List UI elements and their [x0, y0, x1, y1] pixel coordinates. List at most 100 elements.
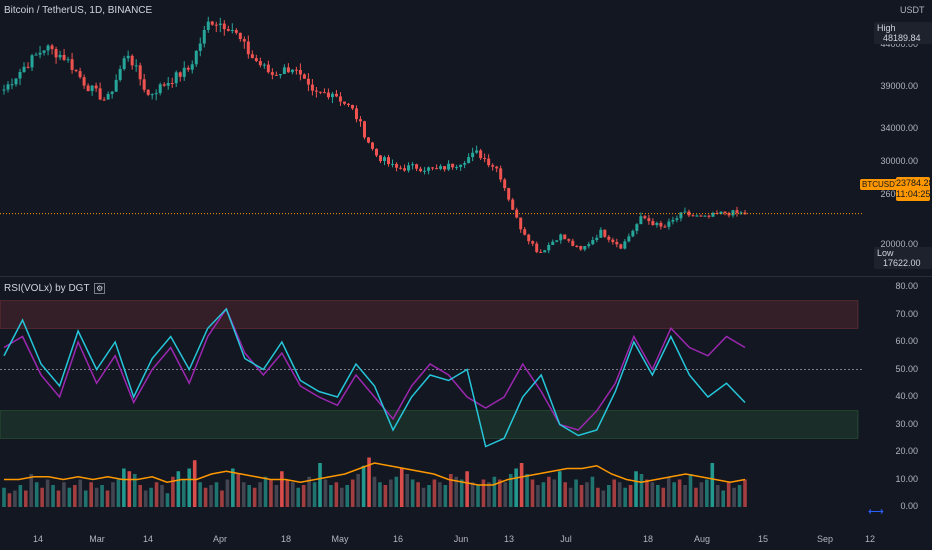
time-axis-label: Sep	[816, 534, 834, 544]
candle-body	[631, 230, 635, 237]
price-axis-label: 20000.00	[880, 239, 918, 250]
candle-body	[467, 157, 471, 164]
candle-body	[114, 79, 118, 92]
candle-body	[419, 168, 423, 172]
candle-body	[723, 211, 727, 213]
candle-body	[443, 166, 447, 170]
volume-bar	[519, 463, 524, 507]
candle-body	[82, 77, 86, 86]
volume-bar	[688, 474, 693, 507]
price-axis-label: 34000.00	[880, 122, 918, 133]
volume-bar	[416, 482, 420, 507]
candle-body	[298, 69, 302, 75]
volume-bar	[699, 482, 704, 507]
candle-body	[62, 54, 66, 60]
candle-body	[707, 215, 711, 217]
volume-bar	[214, 482, 219, 507]
volume-bar	[203, 487, 208, 507]
volume-bar	[443, 485, 448, 507]
volume-bar	[45, 479, 50, 507]
volume-bar	[258, 482, 262, 507]
volume-bar	[62, 482, 66, 507]
candle-body	[94, 85, 98, 89]
candle-body	[475, 150, 479, 153]
candle-body	[683, 211, 687, 213]
volume-bar	[459, 479, 464, 507]
candle-body	[587, 244, 591, 247]
volume-bar	[427, 485, 431, 507]
time-axis-label: Mar	[89, 534, 105, 544]
candle-body	[282, 67, 286, 75]
candle-body	[98, 88, 102, 100]
candle-body	[294, 69, 298, 71]
volume-bar	[312, 482, 317, 507]
volume-bar	[405, 474, 409, 507]
last-price: 23784.28	[896, 178, 932, 188]
candle-body	[391, 163, 395, 165]
volume-bar	[252, 487, 257, 507]
volume-bar	[367, 457, 371, 507]
volume-bar	[715, 485, 720, 507]
candle-body	[314, 90, 318, 92]
time-axis-label: Jul	[560, 534, 572, 544]
candle-body	[262, 64, 266, 66]
candle-body	[431, 167, 435, 169]
candle-body	[699, 215, 703, 217]
candle-body	[58, 54, 62, 58]
candle-body	[623, 241, 627, 249]
volume-bar	[2, 487, 6, 507]
volume-bar	[666, 476, 671, 507]
candle-body	[463, 163, 467, 165]
volume-bar	[590, 476, 595, 507]
settings-icon[interactable]: ⚙	[94, 283, 106, 294]
volume-bar	[329, 485, 333, 507]
volume-bar	[394, 476, 399, 507]
price-axis-label: 39000.00	[880, 81, 918, 92]
chart-title[interactable]: Bitcoin / TetherUS, 1D, BINANCE	[4, 5, 153, 16]
rsi-volume-line	[3, 307, 746, 448]
candle-body	[350, 104, 354, 109]
candle-body	[18, 71, 22, 79]
scale-settings-icon[interactable]: ⟷	[868, 506, 884, 518]
time-axis-label: 18	[642, 534, 654, 544]
volume-bar	[241, 482, 246, 507]
volume-bar	[51, 485, 55, 507]
volume-bar	[100, 485, 104, 507]
time-axis-label: 13	[503, 534, 515, 544]
candle-body	[735, 210, 739, 213]
volume-bar	[67, 487, 72, 507]
volume-bar	[634, 471, 638, 507]
candle-body	[162, 84, 166, 86]
low-tag: Low 17622.00	[874, 247, 932, 269]
candle-body	[122, 58, 126, 70]
candle-body	[695, 215, 699, 217]
candle-body	[338, 96, 342, 102]
volume-bar	[661, 487, 666, 507]
candle-body	[42, 50, 46, 53]
volume-bar	[290, 482, 295, 507]
candle-body	[158, 84, 162, 94]
currency-label: USDT	[900, 5, 925, 15]
volume-bar	[645, 479, 649, 507]
indicator-title[interactable]: RSI(VOLx) by DGT ⚙	[4, 283, 106, 294]
candle-body	[22, 66, 26, 72]
indicator-axis-label: 70.00	[895, 308, 918, 319]
volume-bar	[389, 479, 393, 507]
pane-divider	[0, 276, 932, 277]
candle-body	[719, 211, 723, 214]
candle-body	[14, 78, 18, 85]
candle-body	[703, 215, 707, 217]
candle-body	[543, 250, 547, 253]
indicator-axis-label: 80.00	[895, 281, 918, 291]
time-axis-label: Jun	[453, 534, 469, 544]
volume-bar	[56, 490, 61, 507]
zone-band	[0, 410, 859, 439]
candle-body	[242, 39, 246, 42]
volume-bar	[160, 485, 164, 507]
volume-bar	[122, 468, 126, 507]
volume-bar	[323, 479, 328, 507]
candle-body	[387, 157, 391, 165]
candle-body	[507, 188, 511, 200]
volume-bar	[182, 479, 186, 507]
